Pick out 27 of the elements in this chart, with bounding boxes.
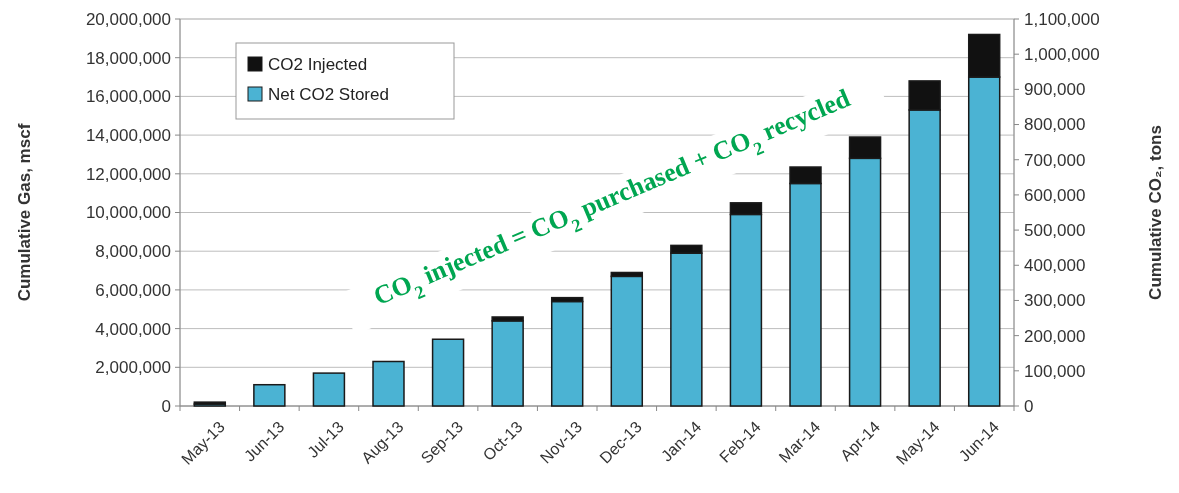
y2-tick-label: 200,000	[1024, 326, 1086, 346]
y-tick-label: 16,000,000	[85, 87, 171, 107]
y-tick-label: 20,000,000	[85, 9, 171, 29]
y-tick-label: 6,000,000	[95, 280, 171, 300]
y-tick-label: 2,000,000	[95, 358, 171, 378]
y2-tick-label: 700,000	[1024, 150, 1086, 170]
y-tick-label: 0	[161, 396, 171, 416]
y2-tick-label: 1,100,000	[1024, 9, 1100, 29]
y2-tick-label: 900,000	[1024, 80, 1086, 100]
y2-tick-label: 600,000	[1024, 185, 1086, 205]
y2-tick-label: 800,000	[1024, 115, 1086, 135]
y2-tick-label: 0	[1024, 396, 1034, 416]
y-axis-title: Cumulative Gas, mscf	[14, 123, 34, 302]
legend-label: CO2 Injected	[268, 54, 368, 74]
y-tick-label: 8,000,000	[95, 242, 171, 262]
y-tick-label: 14,000,000	[85, 126, 171, 146]
y2-tick-label: 400,000	[1024, 256, 1086, 276]
y2-tick-label: 500,000	[1024, 221, 1086, 241]
y-tick-label: 4,000,000	[95, 319, 171, 339]
y2-axis-title: Cumulative CO₂, tons	[1145, 125, 1165, 300]
y2-tick-label: 300,000	[1024, 291, 1086, 311]
y-tick-label: 10,000,000	[85, 203, 171, 223]
y-tick-label: 12,000,000	[85, 164, 171, 184]
legend-label: Net CO2 Stored	[268, 84, 389, 104]
y2-tick-label: 100,000	[1024, 361, 1086, 381]
y-tick-label: 18,000,000	[85, 48, 171, 68]
y2-tick-label: 1,000,000	[1024, 45, 1100, 65]
